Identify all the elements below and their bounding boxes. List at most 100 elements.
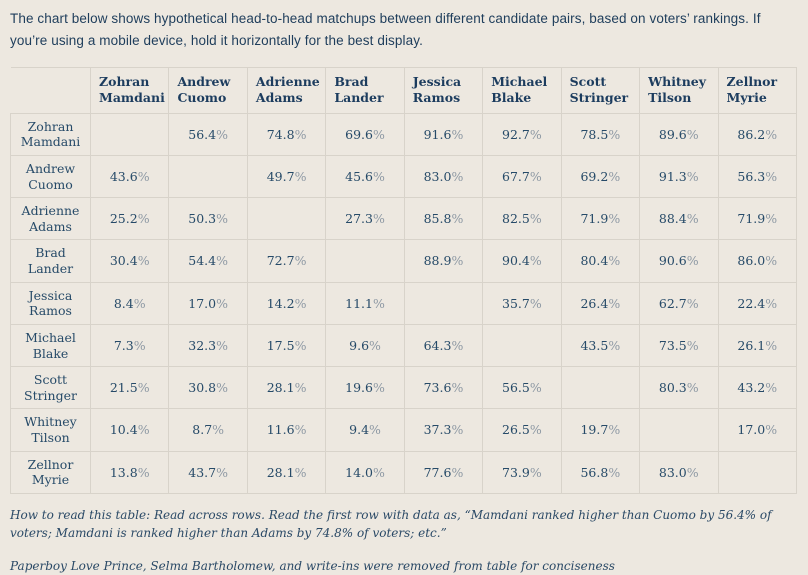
table-body: Zohran Mamdani 56.4% 74.8% 69.6% 91.6% 92.7% 78…: [10, 112, 797, 494]
row-label: Michael Blake: [10, 323, 91, 368]
table-row: Adrienne Adams 25.2% 50.3% 27.3% 85.8% 82.5% 71…: [10, 197, 797, 241]
matchup-cell: 9.4%: [325, 408, 405, 452]
corner-cell: [10, 67, 91, 114]
matchup-cell: 85.8%: [403, 197, 484, 241]
matchup-cell: 8.7%: [168, 408, 248, 452]
matchup-cell: 43.5%: [560, 323, 641, 368]
matchup-cell: 88.4%: [639, 197, 719, 241]
column-header: Adrienne Adams: [246, 67, 327, 114]
matchup-cell: 37.3%: [403, 408, 484, 452]
matchup-cell: 82.5%: [482, 197, 562, 241]
table-row: Brad Lander 30.4% 54.4% 72.7% 88.9% 90.4% 80.4…: [10, 239, 797, 283]
matchup-cell: 92.7%: [482, 112, 562, 156]
matchup-cell: 86.0%: [717, 239, 797, 283]
matchup-cell: 49.7%: [246, 154, 327, 199]
matchup-cell: 69.6%: [325, 112, 405, 156]
matchup-cell: 45.6%: [325, 154, 405, 199]
matchup-cell: [89, 112, 170, 156]
table-row: Zohran Mamdani 56.4% 74.8% 69.6% 91.6% 92.7% 78…: [10, 112, 797, 156]
matchup-cell: 32.3%: [168, 323, 248, 368]
matchup-cell: 43.6%: [89, 154, 170, 199]
matchup-cell: 26.1%: [717, 323, 797, 368]
matchup-cell: 56.8%: [560, 450, 641, 494]
matchup-cell: 89.6%: [639, 112, 719, 156]
matchup-cell: 43.2%: [717, 366, 797, 410]
matchup-cell: 71.9%: [560, 197, 641, 241]
matchup-cell: 64.3%: [403, 323, 484, 368]
matchup-cell: [560, 366, 641, 410]
matchup-cell: 90.4%: [482, 239, 562, 283]
matchup-cell: 86.2%: [717, 112, 797, 156]
matchup-cell: 19.6%: [325, 366, 405, 410]
matchup-cell: 73.9%: [482, 450, 562, 494]
table-row: Andrew Cuomo 43.6% 49.7% 45.6% 83.0% 67.7% 69.2…: [10, 154, 797, 199]
matchup-cell: 35.7%: [482, 281, 562, 325]
matchup-cell: [717, 450, 797, 494]
matchup-cell: 14.2%: [246, 281, 327, 325]
row-label: Jessica Ramos: [10, 281, 91, 325]
intro-text: The chart below shows hypothetical head-…: [10, 11, 761, 48]
matchup-cell: 21.5%: [89, 366, 170, 410]
conciseness-note: Paperboy Love Prince, Selma Bartholomew,…: [10, 558, 615, 573]
matchup-cell: [403, 281, 484, 325]
matchup-cell: 14.0%: [325, 450, 405, 494]
table-row: Whitney Tilson 10.4% 8.7% 11.6% 9.4% 37.3% 26.5…: [10, 408, 797, 452]
column-header: Michael Blake: [482, 67, 562, 114]
matchup-cell: 73.5%: [639, 323, 719, 368]
matchup-cell: 83.0%: [639, 450, 719, 494]
matchup-cell: 78.5%: [560, 112, 641, 156]
row-label: Zellnor Myrie: [10, 450, 91, 494]
matchup-cell: 22.4%: [717, 281, 797, 325]
matchup-cell: 69.2%: [560, 154, 641, 199]
matchup-cell: 90.6%: [639, 239, 719, 283]
matchup-cell: 62.7%: [639, 281, 719, 325]
matchup-cell: 10.4%: [89, 408, 170, 452]
matchup-cell: 7.3%: [89, 323, 170, 368]
column-header: Whitney Tilson: [639, 67, 719, 114]
matchup-cell: 56.4%: [168, 112, 248, 156]
row-label: Scott Stringer: [10, 366, 91, 410]
matchup-cell: 30.4%: [89, 239, 170, 283]
matchup-cell: 56.5%: [482, 366, 562, 410]
page: The chart below shows hypothetical head-…: [10, 11, 797, 573]
column-header: Zohran Mamdani: [89, 67, 170, 114]
matchup-cell: 19.7%: [560, 408, 641, 452]
matchup-cell: 91.6%: [403, 112, 484, 156]
matchup-cell: 30.8%: [168, 366, 248, 410]
row-label: Zohran Mamdani: [10, 112, 91, 156]
row-label: Adrienne Adams: [10, 197, 91, 241]
matchup-cell: 17.0%: [168, 281, 248, 325]
matchup-cell: 71.9%: [717, 197, 797, 241]
matchup-cell: 8.4%: [89, 281, 170, 325]
matchup-cell: 11.1%: [325, 281, 405, 325]
matchup-cell: 26.5%: [482, 408, 562, 452]
matchup-cell: 88.9%: [403, 239, 484, 283]
matchup-table: Zohran Mamdani Andrew Cuomo Adrienne Adams Bra…: [10, 67, 797, 494]
matchup-cell: 80.3%: [639, 366, 719, 410]
matchup-cell: 67.7%: [482, 154, 562, 199]
how-to-note: How to read this table: Read across rows…: [10, 507, 772, 540]
row-label: Brad Lander: [10, 239, 91, 283]
matchup-cell: [168, 154, 248, 199]
table-row: Jessica Ramos 8.4% 17.0% 14.2% 11.1% 35.7% 26.4…: [10, 281, 797, 325]
matchup-cell: 9.6%: [325, 323, 405, 368]
table-row: Zellnor Myrie 13.8% 43.7% 28.1% 14.0% 77.6% 73.…: [10, 450, 797, 494]
matchup-cell: 27.3%: [325, 197, 405, 241]
matchup-cell: 11.6%: [246, 408, 327, 452]
matchup-cell: [325, 239, 405, 283]
matchup-cell: [482, 323, 562, 368]
column-header: Zellnor Myrie: [717, 67, 797, 114]
matchup-cell: 17.5%: [246, 323, 327, 368]
matchup-cell: 80.4%: [560, 239, 641, 283]
matchup-cell: 56.3%: [717, 154, 797, 199]
matchup-cell: 54.4%: [168, 239, 248, 283]
matchup-cell: 28.1%: [246, 366, 327, 410]
matchup-cell: 17.0%: [717, 408, 797, 452]
matchup-cell: 13.8%: [89, 450, 170, 494]
table-header: Zohran Mamdani Andrew Cuomo Adrienne Adams Bra…: [10, 67, 797, 114]
matchup-cell: 83.0%: [403, 154, 484, 199]
column-header: Andrew Cuomo: [168, 67, 248, 114]
matchup-cell: 77.6%: [403, 450, 484, 494]
matchup-cell: 28.1%: [246, 450, 327, 494]
matchup-cell: 50.3%: [168, 197, 248, 241]
